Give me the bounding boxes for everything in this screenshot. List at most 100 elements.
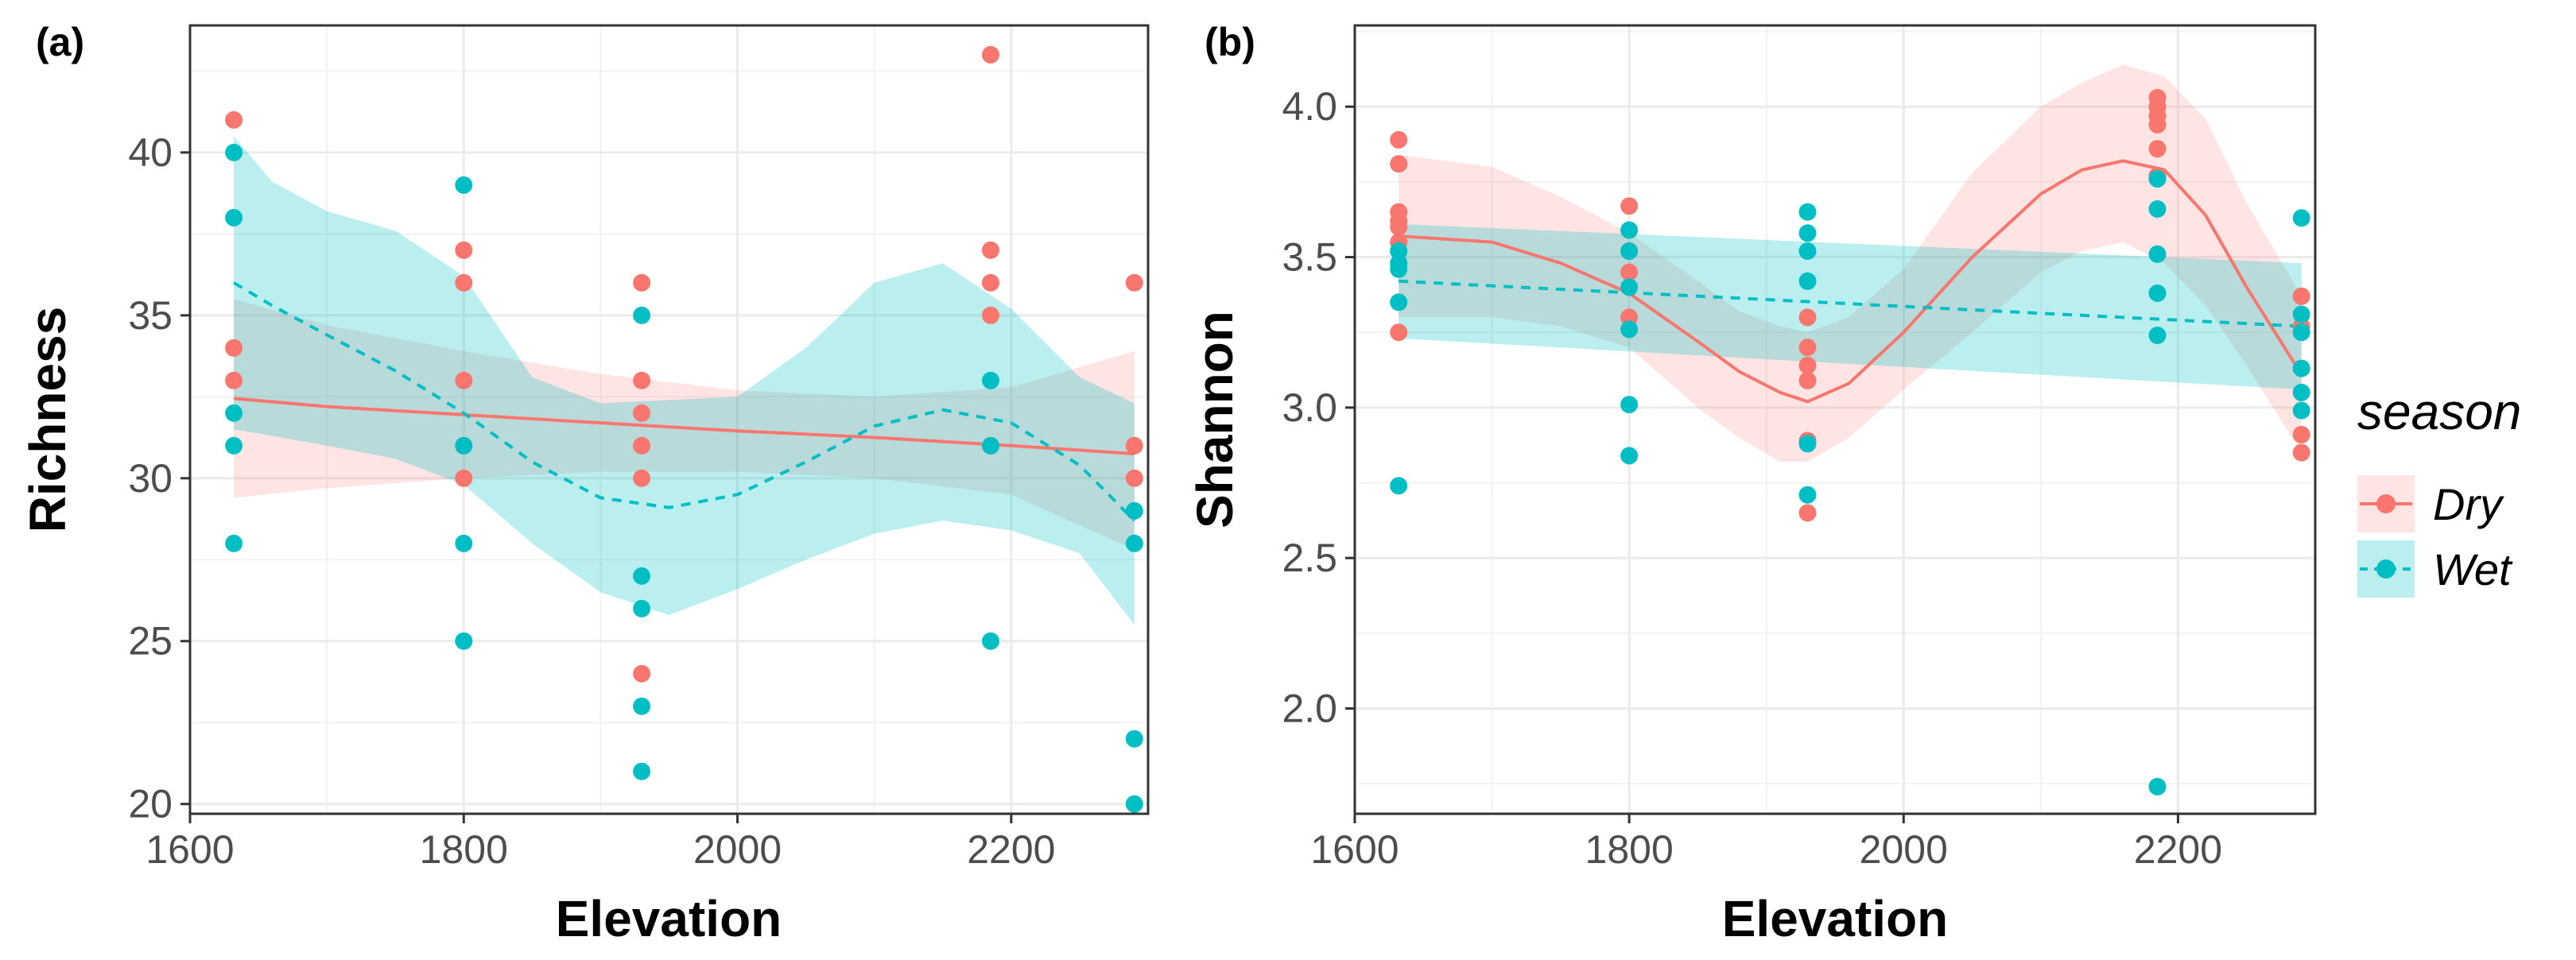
point-wet — [1798, 224, 1817, 242]
x-tick-label: 1800 — [420, 827, 508, 872]
legend-label-dry: Dry — [2433, 479, 2504, 529]
point-wet — [2292, 359, 2310, 377]
point-dry — [1390, 130, 1408, 149]
point-wet — [2292, 323, 2310, 342]
panel-a-plot-area — [190, 25, 1148, 814]
panel-b-x-axis-title: Elevation — [1722, 890, 1949, 947]
point-dry — [633, 436, 651, 455]
point-wet — [1798, 242, 1817, 260]
point-wet — [2148, 170, 2167, 188]
point-wet — [455, 632, 473, 650]
point-dry — [1125, 273, 1143, 292]
confidence-band-dry — [234, 299, 1135, 550]
point-wet — [633, 762, 651, 780]
point-wet — [633, 306, 651, 324]
point-dry — [1390, 155, 1408, 173]
point-wet — [2292, 401, 2310, 420]
point-dry — [1798, 356, 1817, 374]
fit-line-wet — [1399, 279, 2302, 328]
point-dry — [2148, 140, 2167, 158]
point-wet — [225, 143, 243, 161]
point-dry — [982, 273, 999, 292]
point-dry — [1798, 371, 1817, 389]
point-dry — [1798, 308, 1817, 327]
point-wet — [1798, 435, 1817, 453]
point-dry — [1390, 218, 1408, 236]
point-wet — [1620, 396, 1639, 414]
point-dry — [2292, 425, 2310, 443]
x-tick-label: 2200 — [967, 827, 1055, 872]
panel-a: (a) 1600 1800 2000 2200 20 25 30 35 40 Elevatio… — [19, 20, 1150, 947]
y-tick-label: 2.5 — [1282, 536, 1337, 580]
point-wet — [1125, 795, 1143, 813]
point-wet — [2148, 245, 2167, 263]
point-dry — [225, 110, 243, 129]
point-wet — [1620, 242, 1639, 260]
point-dry — [455, 273, 473, 292]
panel-b-frame — [1353, 24, 2317, 815]
panel-a-y-ticks: 20 25 30 35 40 — [128, 130, 190, 826]
x-tick-label: 1600 — [1310, 827, 1399, 872]
panel-b-x-ticks: 1600 1800 2000 2200 — [1310, 814, 2222, 872]
point-wet — [1798, 486, 1817, 504]
point-dry — [455, 241, 473, 259]
x-tick-label: 2200 — [2134, 827, 2222, 872]
point-wet — [1798, 203, 1817, 221]
x-tick-label: 1800 — [1585, 827, 1674, 872]
legend-key-dry-point — [2376, 494, 2396, 513]
point-wet — [982, 371, 999, 389]
panel-b-y-ticks: 2.0 2.5 3.0 3.5 4.0 — [1282, 84, 1355, 730]
point-wet — [455, 534, 473, 552]
point-dry — [633, 273, 651, 292]
confidence-band-wet — [234, 136, 1135, 625]
point-dry — [1620, 197, 1639, 215]
point-wet — [2148, 200, 2167, 218]
panel-a-y-axis-title: Richness — [19, 307, 76, 533]
point-wet — [1390, 242, 1408, 260]
point-wet — [1798, 272, 1817, 290]
point-wet — [1620, 221, 1639, 239]
point-dry — [633, 664, 651, 683]
point-dry — [1390, 323, 1408, 342]
point-wet — [2292, 209, 2310, 227]
point-dry — [1620, 263, 1639, 281]
x-tick-label: 2000 — [1860, 827, 1948, 872]
point-wet — [225, 404, 243, 422]
panel-b-points — [1390, 88, 2310, 795]
point-wet — [1390, 293, 1408, 312]
y-tick-label: 2.0 — [1282, 686, 1337, 730]
fit-line-dry — [1399, 159, 2303, 404]
legend-label-wet: Wet — [2433, 544, 2513, 594]
y-tick-label: 4.0 — [1282, 84, 1337, 129]
panel-a-x-axis-title: Elevation — [556, 890, 782, 947]
point-dry — [1620, 308, 1639, 327]
point-wet — [1390, 477, 1408, 495]
point-dry — [982, 306, 999, 324]
panel-b-fit-lines — [1399, 159, 2303, 404]
point-wet — [1125, 534, 1143, 552]
confidence-band-dry — [1399, 64, 2302, 462]
point-wet — [1390, 260, 1408, 278]
point-dry — [982, 241, 999, 259]
point-wet — [225, 534, 243, 552]
point-wet — [225, 208, 243, 226]
point-wet — [455, 176, 473, 194]
point-wet — [1620, 278, 1639, 296]
point-wet — [2148, 285, 2167, 302]
point-wet — [633, 599, 651, 617]
legend: season Dry Wet — [2357, 383, 2521, 598]
point-wet — [982, 632, 999, 650]
legend-item-wet: Wet — [2357, 540, 2513, 598]
y-tick-label: 40 — [128, 130, 173, 175]
point-dry — [2148, 115, 2167, 134]
legend-title: season — [2357, 383, 2521, 440]
point-wet — [455, 436, 473, 455]
point-wet — [633, 567, 651, 585]
y-tick-label: 20 — [128, 782, 173, 826]
panel-a-x-ticks: 1600 1800 2000 2200 — [145, 814, 1055, 872]
panel-a-tag: (a) — [36, 20, 84, 64]
point-wet — [633, 697, 651, 715]
point-wet — [982, 436, 999, 455]
x-tick-label: 1600 — [145, 827, 234, 872]
